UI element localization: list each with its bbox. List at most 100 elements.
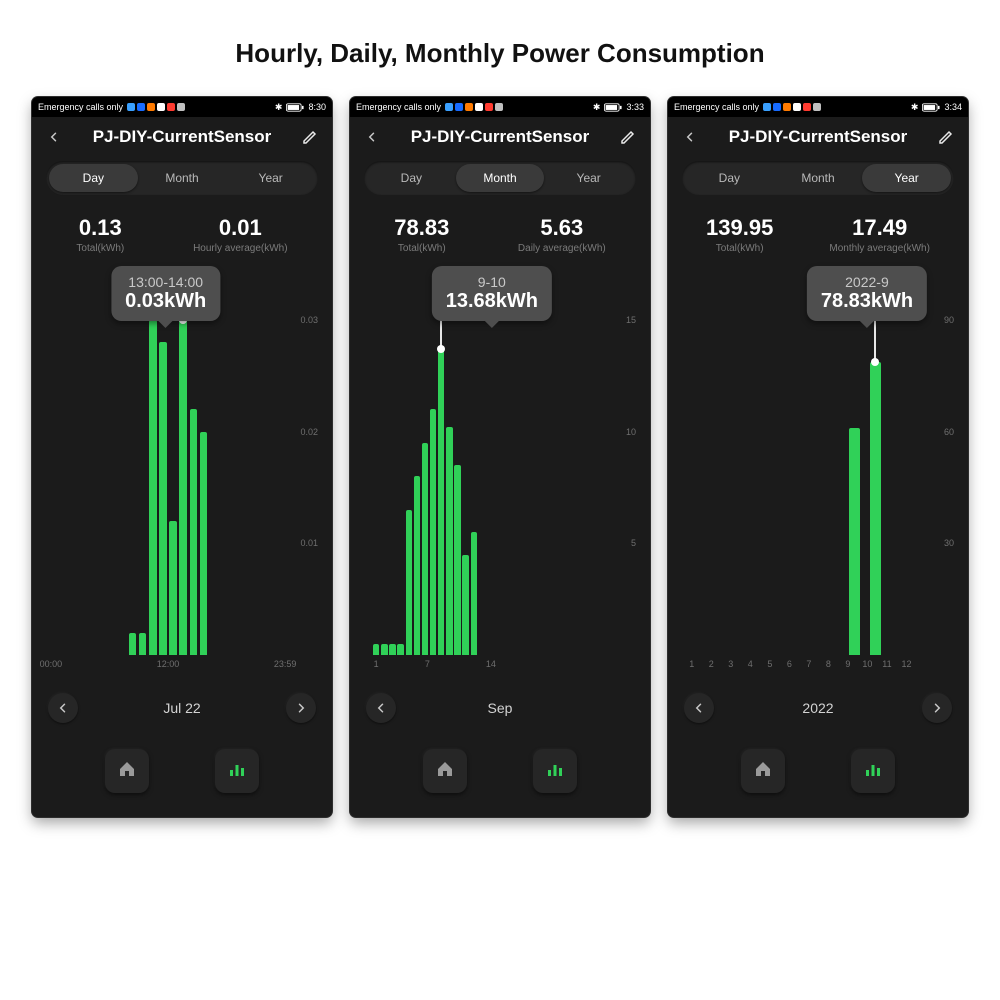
tooltip-value: 13.68kWh xyxy=(446,290,538,313)
chart-bar[interactable] xyxy=(414,476,420,655)
seg-month[interactable]: Month xyxy=(138,164,227,192)
edit-button[interactable] xyxy=(302,129,318,145)
stat-value: 17.49 xyxy=(829,215,930,241)
chart-bar[interactable] xyxy=(159,342,167,655)
chart-bar[interactable] xyxy=(149,320,157,655)
seg-label: Month xyxy=(801,171,834,185)
y-tick: 0.02 xyxy=(300,427,318,437)
y-axis: 906030 xyxy=(928,320,954,655)
x-tick: 5 xyxy=(767,659,772,669)
prev-period-button[interactable] xyxy=(48,693,78,723)
stats-row: 139.95 Total(kWh) 17.49 Monthly average(… xyxy=(668,195,968,262)
bottom-tabs xyxy=(32,737,332,817)
chart-bar[interactable] xyxy=(430,409,436,655)
chart: 2022-9 78.83kWh 906030 123456789101112 xyxy=(682,266,954,685)
plot-area xyxy=(364,320,608,655)
seg-year[interactable]: Year xyxy=(544,164,633,192)
period-nav: 2022 xyxy=(668,685,968,737)
back-button[interactable] xyxy=(682,129,698,145)
tab-home[interactable] xyxy=(423,749,467,793)
app-header: PJ-DIY-CurrentSensor xyxy=(32,117,332,161)
x-tick: 11 xyxy=(882,659,891,669)
seg-label: Day xyxy=(719,171,740,185)
chart-bar[interactable] xyxy=(179,320,187,655)
plot-area xyxy=(682,320,926,655)
chart-bar[interactable] xyxy=(454,465,460,655)
status-icons xyxy=(127,103,185,111)
edit-button[interactable] xyxy=(620,129,636,145)
edit-button[interactable] xyxy=(938,129,954,145)
home-icon xyxy=(117,759,137,784)
chart-bar[interactable] xyxy=(190,409,198,655)
period-segmented: Day Month Year xyxy=(364,161,636,195)
stat-value: 0.13 xyxy=(76,215,124,241)
tab-home[interactable] xyxy=(741,749,785,793)
chart-bar[interactable] xyxy=(870,362,881,655)
x-tick: 14 xyxy=(486,659,496,669)
chart-bar[interactable] xyxy=(471,532,477,655)
bars xyxy=(682,320,926,655)
back-button[interactable] xyxy=(46,129,62,145)
chart-bar[interactable] xyxy=(422,443,428,655)
bars-icon xyxy=(227,759,247,784)
chart-bar[interactable] xyxy=(139,633,147,655)
y-tick: 15 xyxy=(626,315,636,325)
status-bar: Emergency calls only ✱ 8:30 xyxy=(32,97,332,117)
chart-bar[interactable] xyxy=(389,644,395,655)
chart-bar[interactable] xyxy=(129,633,137,655)
chart-bar[interactable] xyxy=(397,644,403,655)
bottom-tabs xyxy=(350,737,650,817)
y-tick: 90 xyxy=(944,315,954,325)
status-time: 3:34 xyxy=(944,102,962,112)
seg-day[interactable]: Day xyxy=(367,164,456,192)
chart-bar[interactable] xyxy=(381,644,387,655)
x-tick: 10 xyxy=(862,659,872,669)
tab-stats[interactable] xyxy=(533,749,577,793)
x-tick: 7 xyxy=(425,659,430,669)
chart-bar[interactable] xyxy=(446,427,452,655)
x-tick: 00:00 xyxy=(40,659,63,669)
tab-stats[interactable] xyxy=(215,749,259,793)
chart-bar[interactable] xyxy=(406,510,412,655)
status-text: Emergency calls only xyxy=(674,102,759,112)
prev-period-button[interactable] xyxy=(684,693,714,723)
seg-day[interactable]: Day xyxy=(49,164,138,192)
period-label: Sep xyxy=(488,700,513,716)
chart-bar[interactable] xyxy=(849,428,860,655)
seg-month[interactable]: Month xyxy=(774,164,863,192)
stat-label: Monthly average(kWh) xyxy=(829,243,930,254)
x-tick: 2 xyxy=(709,659,714,669)
seg-label: Day xyxy=(83,171,104,185)
stats-row: 78.83 Total(kWh) 5.63 Daily average(kWh) xyxy=(350,195,650,262)
tooltip-time: 2022-9 xyxy=(821,274,913,290)
seg-day[interactable]: Day xyxy=(685,164,774,192)
prev-period-button[interactable] xyxy=(366,693,396,723)
seg-year[interactable]: Year xyxy=(226,164,315,192)
stat-block: 17.49 Monthly average(kWh) xyxy=(829,215,930,254)
chart-bar[interactable] xyxy=(373,644,379,655)
next-period-button[interactable] xyxy=(286,693,316,723)
chart-bar[interactable] xyxy=(200,432,208,655)
bottom-tabs xyxy=(668,737,968,817)
x-tick: 3 xyxy=(728,659,733,669)
stat-value: 78.83 xyxy=(394,215,449,241)
status-icons xyxy=(445,103,503,111)
back-button[interactable] xyxy=(364,129,380,145)
status-bar: Emergency calls only ✱ 3:33 xyxy=(350,97,650,117)
tab-stats[interactable] xyxy=(851,749,895,793)
seg-month[interactable]: Month xyxy=(456,164,545,192)
chart-bar[interactable] xyxy=(462,555,468,656)
y-axis: 0.030.020.01 xyxy=(292,320,318,655)
x-tick: 6 xyxy=(787,659,792,669)
seg-label: Year xyxy=(895,171,919,185)
chart-bar[interactable] xyxy=(169,521,177,655)
y-axis: 15105 xyxy=(610,320,636,655)
highlight-marker xyxy=(871,358,879,366)
next-period-button[interactable] xyxy=(922,693,952,723)
chart-tooltip: 9-10 13.68kWh xyxy=(432,266,552,321)
chart-bar[interactable] xyxy=(438,349,444,655)
seg-year[interactable]: Year xyxy=(862,164,951,192)
tab-home[interactable] xyxy=(105,749,149,793)
bars xyxy=(364,320,608,655)
x-tick: 8 xyxy=(826,659,831,669)
